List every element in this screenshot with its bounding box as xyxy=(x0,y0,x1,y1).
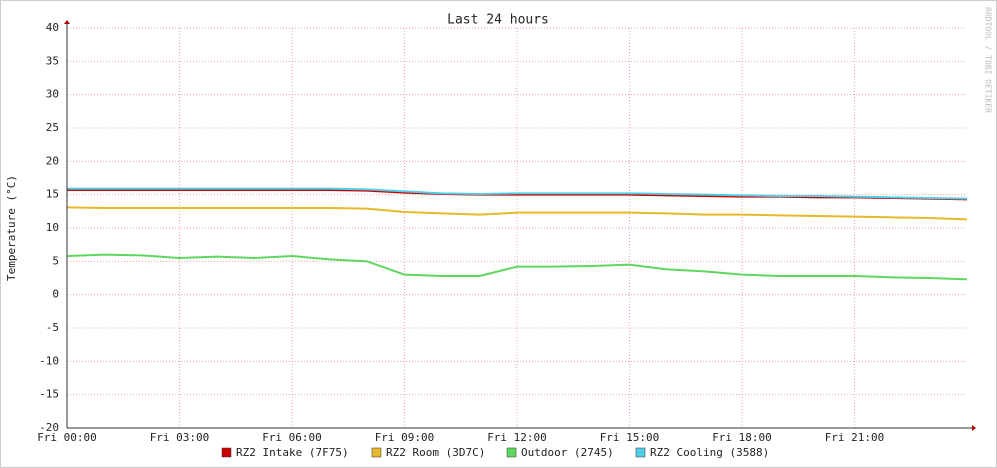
x-tick-label: Fri 15:00 xyxy=(600,431,660,444)
y-tick-label: -20 xyxy=(39,421,59,434)
y-tick-label: 0 xyxy=(52,288,59,301)
legend-swatch xyxy=(371,447,382,458)
y-tick-label: 20 xyxy=(46,154,59,167)
legend-label: Outdoor (2745) xyxy=(521,446,614,459)
y-tick-label: 35 xyxy=(46,54,59,67)
x-tick-label: Fri 00:00 xyxy=(37,431,97,444)
x-tick-label: Fri 18:00 xyxy=(712,431,772,444)
y-axis-label: Temperature (°C) xyxy=(5,175,18,281)
y-tick-label: 40 xyxy=(46,21,59,34)
x-arrow xyxy=(972,425,976,431)
legend-swatch xyxy=(506,447,517,458)
series-line xyxy=(66,206,968,221)
y-tick-label: 15 xyxy=(46,188,59,201)
y-tick-label: 30 xyxy=(46,88,59,101)
y-tick-label: 10 xyxy=(46,221,59,234)
legend-swatch xyxy=(221,447,232,458)
legend-label: RZ2 Cooling (3588) xyxy=(650,446,769,459)
series-line xyxy=(67,187,968,200)
x-tick-label: Fri 12:00 xyxy=(487,431,547,444)
y-tick-label: -5 xyxy=(46,321,59,334)
series-line xyxy=(67,189,968,201)
series-line xyxy=(66,253,968,281)
x-tick-label: Fri 09:00 xyxy=(375,431,435,444)
y-tick-label: -15 xyxy=(39,388,59,401)
x-tick-label: Fri 03:00 xyxy=(150,431,210,444)
y-arrow xyxy=(64,20,70,24)
y-tick-label: 5 xyxy=(52,254,59,267)
legend-label: RZ2 Intake (7F75) xyxy=(236,446,349,459)
x-tick-label: Fri 06:00 xyxy=(262,431,322,444)
y-tick-label: 25 xyxy=(46,121,59,134)
y-tick-label: -10 xyxy=(39,354,59,367)
x-tick-label: Fri 21:00 xyxy=(825,431,885,444)
watermark: RRDTOOL / TOBI OETIKER xyxy=(984,7,993,113)
chart-title: Last 24 hours xyxy=(447,13,549,28)
series-lines xyxy=(66,187,968,281)
legend-swatch xyxy=(635,447,646,458)
legend-label: RZ2 Room (3D7C) xyxy=(386,446,485,459)
